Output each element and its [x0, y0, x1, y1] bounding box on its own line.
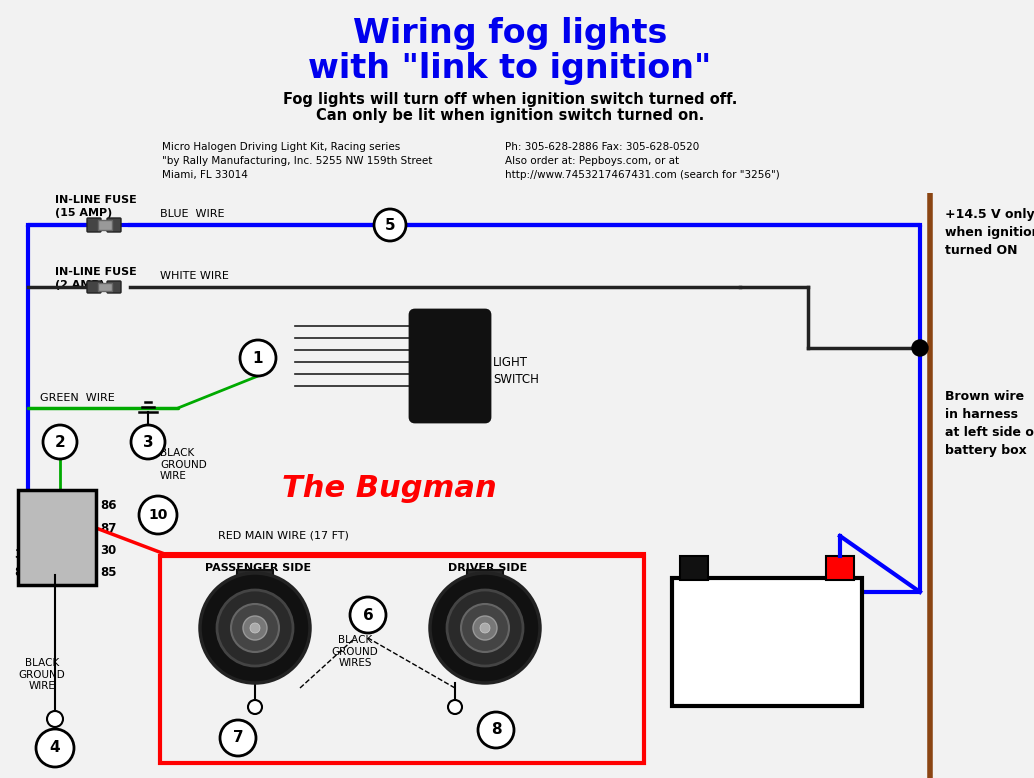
- FancyBboxPatch shape: [98, 283, 112, 291]
- Text: 10: 10: [148, 508, 168, 522]
- Text: IN-LINE FUSE: IN-LINE FUSE: [55, 195, 136, 205]
- Text: LIGHT
SWITCH: LIGHT SWITCH: [493, 356, 539, 386]
- FancyBboxPatch shape: [18, 490, 96, 585]
- Text: Wiring fog lights: Wiring fog lights: [353, 16, 667, 50]
- Circle shape: [461, 604, 509, 652]
- Bar: [672, 578, 862, 706]
- Text: 5: 5: [385, 218, 395, 233]
- Text: WHITE WIRE: WHITE WIRE: [160, 271, 229, 281]
- Text: Brown wire
in harness
at left side of
battery box: Brown wire in harness at left side of ba…: [945, 390, 1034, 457]
- Bar: [826, 556, 854, 580]
- Text: Ph: 305-628-2886 Fax: 305-628-0520
Also order at: Pepboys.com, or at
http://www.: Ph: 305-628-2886 Fax: 305-628-0520 Also …: [505, 142, 780, 180]
- Circle shape: [243, 616, 267, 640]
- FancyBboxPatch shape: [107, 218, 121, 232]
- Circle shape: [250, 623, 260, 633]
- Circle shape: [231, 604, 279, 652]
- FancyBboxPatch shape: [87, 281, 101, 293]
- Text: (15 AMP): (15 AMP): [55, 208, 113, 218]
- Text: 30: 30: [100, 545, 116, 558]
- Circle shape: [430, 573, 540, 683]
- Text: 85: 85: [14, 566, 30, 579]
- Text: Fog lights will turn off when ignition switch turned off.: Fog lights will turn off when ignition s…: [283, 92, 737, 107]
- Text: RED MAIN WIRE (17 FT): RED MAIN WIRE (17 FT): [218, 530, 348, 540]
- Text: GREEN  WIRE: GREEN WIRE: [40, 393, 115, 403]
- Text: BLACK
GROUND
WIRES: BLACK GROUND WIRES: [332, 635, 378, 668]
- Circle shape: [447, 590, 523, 666]
- Text: DRIVER SIDE: DRIVER SIDE: [449, 563, 527, 573]
- FancyBboxPatch shape: [410, 310, 490, 422]
- Circle shape: [478, 712, 514, 748]
- Text: BLACK
GROUND
WIRE: BLACK GROUND WIRE: [19, 658, 65, 691]
- Text: 7: 7: [233, 731, 243, 745]
- Text: (2 AMP): (2 AMP): [55, 280, 104, 290]
- Circle shape: [131, 425, 165, 459]
- Circle shape: [473, 616, 497, 640]
- Circle shape: [200, 573, 310, 683]
- FancyBboxPatch shape: [87, 218, 101, 232]
- FancyBboxPatch shape: [98, 220, 112, 230]
- Text: BLUE  WIRE: BLUE WIRE: [160, 209, 224, 219]
- Circle shape: [912, 340, 927, 356]
- Circle shape: [36, 729, 74, 767]
- Text: 86: 86: [100, 499, 117, 511]
- Text: Micro Halogen Driving Light Kit, Racing series
"by Rally Manufacturing, Inc. 525: Micro Halogen Driving Light Kit, Racing …: [162, 142, 432, 180]
- Bar: [160, 556, 644, 763]
- Text: PASSENGER SIDE: PASSENGER SIDE: [205, 563, 311, 573]
- Circle shape: [240, 340, 276, 376]
- Bar: [467, 570, 503, 584]
- Text: Can only be lit when ignition switch turned on.: Can only be lit when ignition switch tur…: [315, 107, 704, 122]
- FancyBboxPatch shape: [107, 281, 121, 293]
- Circle shape: [47, 711, 63, 727]
- Bar: [680, 556, 708, 580]
- Text: 1: 1: [252, 351, 264, 366]
- Circle shape: [139, 496, 177, 534]
- Text: Battery
12V: Battery 12V: [726, 619, 809, 664]
- Text: 85: 85: [100, 566, 117, 579]
- Text: 30: 30: [14, 548, 30, 562]
- Text: 8: 8: [491, 723, 501, 738]
- Text: BLACK
GROUND
WIRE: BLACK GROUND WIRE: [160, 448, 207, 482]
- Circle shape: [480, 623, 490, 633]
- Text: with "link to ignition": with "link to ignition": [308, 51, 711, 85]
- Text: The Bugman: The Bugman: [282, 474, 496, 503]
- Circle shape: [220, 720, 256, 756]
- Text: 4: 4: [50, 741, 60, 755]
- Bar: [237, 570, 273, 584]
- Circle shape: [43, 425, 77, 459]
- Circle shape: [349, 597, 386, 633]
- Circle shape: [374, 209, 406, 241]
- Text: 6: 6: [363, 608, 373, 622]
- Text: 87: 87: [100, 521, 117, 534]
- Text: 2: 2: [55, 434, 65, 450]
- Circle shape: [248, 700, 262, 714]
- Circle shape: [217, 590, 293, 666]
- Text: IN-LINE FUSE: IN-LINE FUSE: [55, 267, 136, 277]
- Text: 3: 3: [143, 434, 153, 450]
- Text: +14.5 V only
when ignition
turned ON: +14.5 V only when ignition turned ON: [945, 208, 1034, 257]
- Circle shape: [448, 700, 462, 714]
